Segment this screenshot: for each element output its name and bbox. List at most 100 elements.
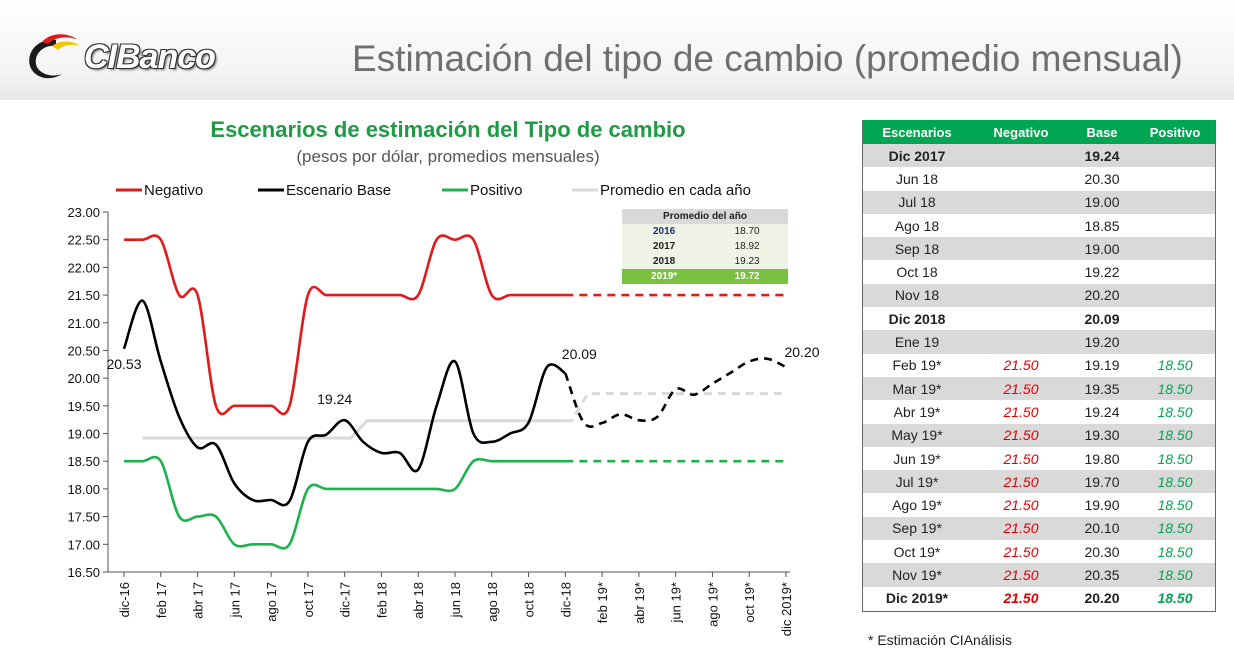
scenario-negative	[972, 307, 1070, 330]
scenario-row: Nov 19* 21.50 20.35 18.50	[862, 563, 1216, 587]
chart-axes: 16.50 17.00 17.50 18.00 18.50 19.00 19.50 20.00…	[67, 205, 794, 636]
scenario-row: Jun 19* 21.50 19.80 18.50	[862, 447, 1216, 470]
annual-average-row: 2019* 19.72	[622, 269, 788, 284]
scenario-row: Ago 19* 21.50 19.90 18.50	[862, 493, 1216, 516]
annual-average-value: 18.92	[706, 239, 788, 254]
series-escenario-base	[122, 299, 787, 507]
x-tick-label: feb 17	[154, 582, 169, 618]
footnote: * Estimación CIAnálisis	[868, 632, 1012, 648]
x-tick-label: feb 19*	[595, 582, 610, 623]
x-tick-label: dic-16	[117, 582, 132, 617]
y-tick-label: 19.00	[67, 427, 100, 442]
scenario-month: Oct 19*	[893, 543, 941, 560]
scenario-negative	[972, 237, 1070, 261]
legend-label: Promedio en cada año	[600, 182, 751, 199]
scenario-negative: 21.50	[972, 563, 1070, 587]
x-tick-label: jun 17	[227, 582, 242, 618]
scenario-month: Nov 19*	[862, 563, 972, 587]
scenario-positive	[1134, 307, 1216, 330]
scenario-month: Abr 19*	[893, 403, 941, 420]
y-tick-label: 20.50	[67, 343, 100, 358]
data-label: 20.09	[562, 346, 597, 362]
y-tick-label: 23.00	[67, 205, 100, 220]
scenario-month: Ago 19*	[892, 497, 942, 514]
annual-average-row: 2016 18.70	[622, 224, 788, 239]
scenario-positive: 18.50	[1157, 590, 1193, 607]
annual-average-value: 19.72	[706, 269, 788, 284]
scenario-positive: 18.50	[1134, 563, 1216, 587]
annual-average-row: 2017 18.92	[622, 239, 788, 254]
y-tick-label: 17.50	[67, 510, 100, 525]
scenario-month: Jul 18	[862, 190, 972, 214]
legend-item: Escenario Base	[258, 182, 391, 199]
annual-average-year: 2016	[622, 224, 707, 239]
data-label: 19.24	[317, 391, 352, 407]
scenario-base: 19.70	[1070, 470, 1134, 494]
legend-label: Positivo	[470, 182, 523, 199]
x-tick-label: abr 19*	[632, 582, 647, 624]
scenario-row: Ago 18 18.85	[862, 214, 1216, 237]
scenario-negative	[972, 167, 1070, 190]
page-title: Estimación del tipo de cambio (promedio …	[352, 38, 1183, 79]
x-tick-label: dic 2019*	[779, 582, 794, 636]
scenario-base: 20.20	[1070, 283, 1134, 308]
y-tick-label: 17.00	[67, 537, 100, 552]
annual-average-year: 2018	[622, 254, 707, 269]
scenario-base: 19.19	[1084, 357, 1120, 374]
brand-name: CIBanco	[84, 38, 216, 76]
x-tick-label: feb 18	[374, 582, 389, 618]
scenario-negative	[972, 190, 1070, 214]
series-line-solid	[142, 419, 566, 440]
scenario-month: Ago 18	[894, 217, 940, 234]
scenario-month: Sep 19*	[862, 516, 972, 541]
scenario-positive: 18.50	[1134, 423, 1216, 447]
scenario-positive: 18.50	[1157, 403, 1193, 420]
scenario-month: Jul 19*	[862, 470, 972, 494]
header-band	[0, 0, 1234, 100]
scenario-base: 19.20	[1070, 330, 1134, 354]
scenario-month: Dic 2019*	[885, 590, 949, 607]
scenario-base: 20.30	[1084, 543, 1120, 560]
legend-label: Negativo	[144, 182, 203, 199]
scenario-month: Dic 2018	[888, 310, 946, 327]
series-line-dashed	[564, 357, 787, 428]
y-tick-label: 16.50	[67, 565, 100, 580]
scenario-negative: 21.50	[1003, 357, 1039, 374]
scenario-row: Dic 2018 20.09	[862, 307, 1216, 330]
legend-item: Negativo	[116, 182, 203, 199]
header-negativo: Negativo	[972, 120, 1070, 144]
scenario-row: Feb 19* 21.50 19.19 18.50	[862, 354, 1216, 377]
scenario-base: 18.85	[1084, 217, 1120, 234]
scenario-positive	[1134, 214, 1216, 237]
scenario-row: Dic 2019* 21.50 20.20 18.50	[862, 587, 1216, 610]
scenario-row: Oct 19* 21.50 20.30 18.50	[862, 540, 1216, 563]
annual-average-table: Promedio del año 2016 18.70 2017 18.92 2…	[622, 209, 788, 284]
legend-item: Promedio en cada año	[572, 182, 751, 199]
scenario-row: Nov 18 20.20	[862, 283, 1216, 308]
scenario-base: 19.90	[1084, 497, 1120, 514]
data-label: 20.20	[784, 344, 819, 360]
scenario-negative: 21.50	[972, 516, 1070, 541]
x-tick-label: jun 19*	[669, 582, 684, 623]
scenario-row: Jun 18 20.30	[862, 167, 1216, 190]
y-tick-label: 18.50	[67, 454, 100, 469]
scenario-positive: 18.50	[1157, 497, 1193, 514]
scenario-row: May 19* 21.50 19.30 18.50	[862, 423, 1216, 447]
scenario-positive: 18.50	[1134, 376, 1216, 401]
cibanco-logo: CIBanco	[22, 30, 222, 88]
scenario-row: Jul 19* 21.50 19.70 18.50	[862, 470, 1216, 494]
scenario-base: 19.30	[1070, 423, 1134, 447]
series-negativo	[124, 234, 786, 416]
x-tick-label: oct 18	[522, 582, 537, 617]
scenario-base: 19.24	[1070, 144, 1134, 168]
header-base: Base	[1070, 120, 1134, 144]
scenario-month: Sep 18	[862, 237, 972, 261]
scenario-negative: 21.50	[972, 376, 1070, 401]
x-tick-label: ago 17	[264, 582, 279, 622]
chart-subtitle: (pesos por dólar, promedios mensuales)	[296, 147, 600, 166]
y-tick-label: 20.00	[67, 371, 100, 386]
annual-average-year: 2017	[622, 239, 707, 254]
scenario-row: Oct 18 19.22	[862, 260, 1216, 283]
scenario-base: 19.00	[1070, 237, 1134, 261]
scenario-positive	[1134, 167, 1216, 190]
